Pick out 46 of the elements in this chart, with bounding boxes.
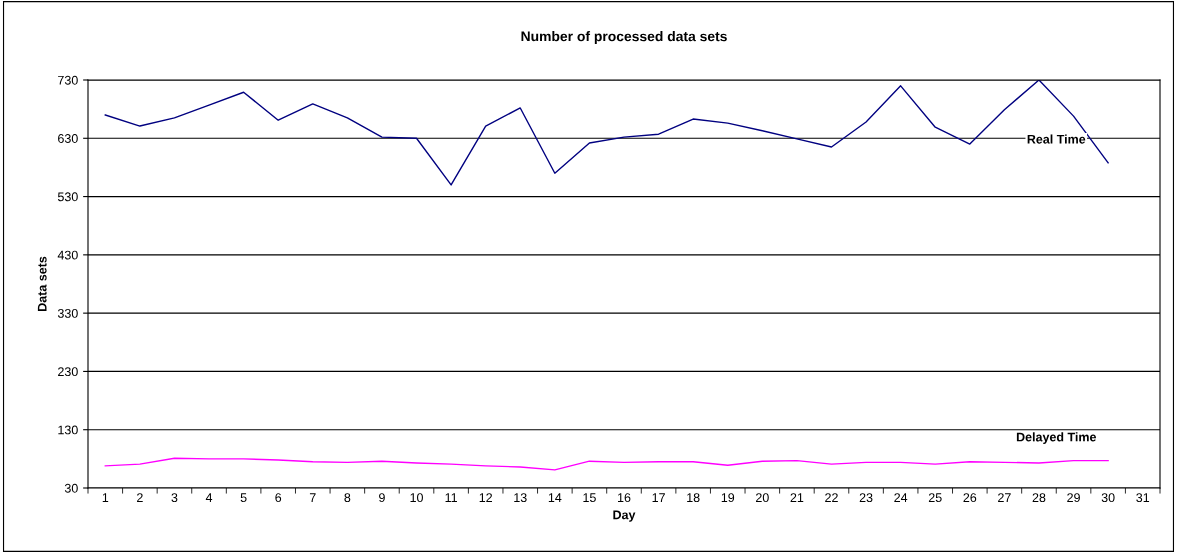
y-tick-label: 730 [58,75,78,85]
x-tick-label: 31 [1136,493,1150,503]
y-axis-title: Data sets [37,256,47,311]
x-tick-label: 25 [928,493,942,503]
line-series [104,457,1109,471]
y-tick-label: 30 [64,483,78,493]
x-tick-label: 30 [1101,493,1115,503]
x-tick-label: 22 [825,493,838,502]
x-tick-label: 1 [102,493,109,502]
x-tick-label: 15 [583,493,596,503]
line-series [104,80,1109,186]
y-tick-label: 330 [57,308,78,318]
x-tick-label: 6 [275,493,282,503]
x-tick-label: 2 [137,493,143,502]
series-label: Real Time [1027,134,1086,144]
x-tick-label: 16 [618,493,631,503]
x-tick-label: 18 [687,493,700,503]
x-tick-label: 7 [309,493,316,502]
x-tick-label: 5 [240,493,247,503]
x-tick-label: 12 [479,493,492,502]
y-tick-label: 630 [58,134,78,143]
x-tick-label: 11 [445,493,457,502]
x-tick-label: 28 [1032,493,1046,503]
chart-title: Number of processed data sets [521,31,727,44]
y-tick-label: 430 [57,250,78,260]
x-tick-label: 10 [410,493,423,503]
x-tick-label: 4 [205,493,213,502]
x-tick-label: 21 [790,493,804,502]
y-tick-label: 130 [58,425,78,435]
x-tick-label: 8 [344,493,351,503]
x-tick-label: 23 [859,493,873,503]
x-tick-label: 27 [998,493,1011,502]
x-tick-label: 9 [379,493,385,503]
x-tick-label: 3 [171,493,178,503]
y-tick-label: 230 [58,367,78,377]
x-tick-label: 29 [1067,493,1080,503]
x-axis-title: Day [613,510,636,522]
x-tick-label: 26 [963,493,977,503]
x-tick-label: 19 [721,493,735,503]
x-tick-label: 13 [514,493,527,503]
y-tick-label: 530 [57,192,78,202]
x-tick-label: 20 [756,493,769,503]
x-tick-label: 17 [652,493,665,502]
x-tick-label: 14 [548,493,562,502]
x-tick-label: 24 [894,493,908,502]
series-label: Delayed Time [1016,432,1097,444]
